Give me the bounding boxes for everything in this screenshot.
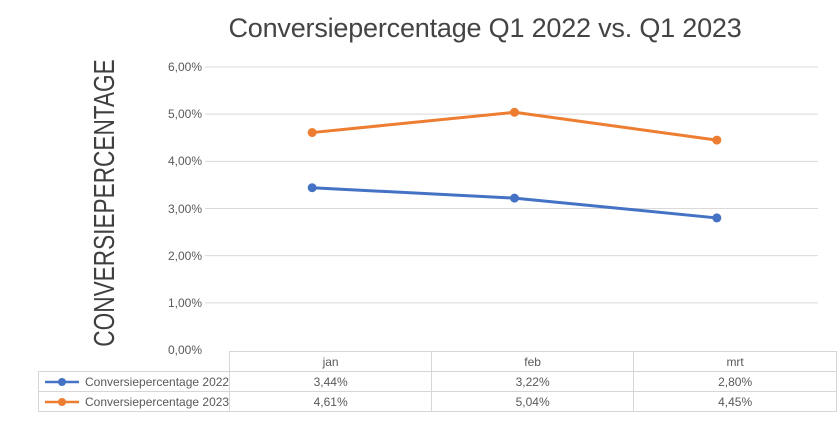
- y-tick-label: 0,00%: [167, 343, 202, 357]
- table-header-cell: feb: [431, 351, 635, 372]
- y-tick-label: 3,00%: [167, 201, 202, 216]
- table-header-cell: jan: [229, 351, 433, 372]
- table-row: Conversiepercentage 2022 3,44% 3,22% 2,80%: [37, 371, 838, 392]
- y-tick-label: 6,00%: [167, 60, 202, 74]
- table-value-cell: 3,44%: [229, 371, 433, 392]
- y-tick-label: 2,00%: [167, 248, 202, 263]
- legend-key-icon: [45, 397, 79, 406]
- legend-cell: Conversiepercentage 2023: [37, 391, 231, 412]
- table-row: Conversiepercentage 2023 4,61% 5,04% 4,45%: [37, 391, 838, 412]
- y-tick-label: 4,00%: [167, 154, 202, 169]
- data-point-0-1: [509, 193, 519, 203]
- table-value-cell: 4,61%: [229, 391, 433, 412]
- data-point-1-1: [509, 107, 519, 117]
- table-value-cell: 5,04%: [431, 391, 635, 412]
- legend-key-icon: [45, 377, 79, 386]
- data-table: jan feb mrt Conversiepercentage 2022 3,44% 3,…: [37, 351, 838, 412]
- legend-cell: Conversiepercentage 2022: [37, 371, 231, 392]
- y-tick-label: 1,00%: [167, 295, 202, 310]
- table-value-cell: 2,80%: [633, 371, 838, 392]
- y-tick-label: 5,00%: [167, 107, 202, 122]
- table-corner-blank: [39, 352, 230, 372]
- legend-label: Conversiepercentage 2022: [85, 374, 230, 389]
- table-value-cell: 4,45%: [633, 391, 838, 412]
- data-point-0-2: [712, 213, 722, 223]
- chart-title: Conversiepercentage Q1 2022 vs. Q1 2023: [228, 13, 742, 43]
- data-point-0-0: [307, 183, 317, 193]
- legend-label: Conversiepercentage 2023: [85, 394, 230, 409]
- data-table-body: jan feb mrt Conversiepercentage 2022 3,44% 3,…: [37, 351, 838, 412]
- data-point-1-0: [307, 128, 317, 138]
- series-line-0: [310, 186, 719, 220]
- table-value-cell: 3,22%: [431, 371, 635, 392]
- table-header-row: jan feb mrt: [39, 351, 838, 372]
- table-header-cell: mrt: [633, 351, 838, 372]
- data-point-1-2: [712, 135, 722, 145]
